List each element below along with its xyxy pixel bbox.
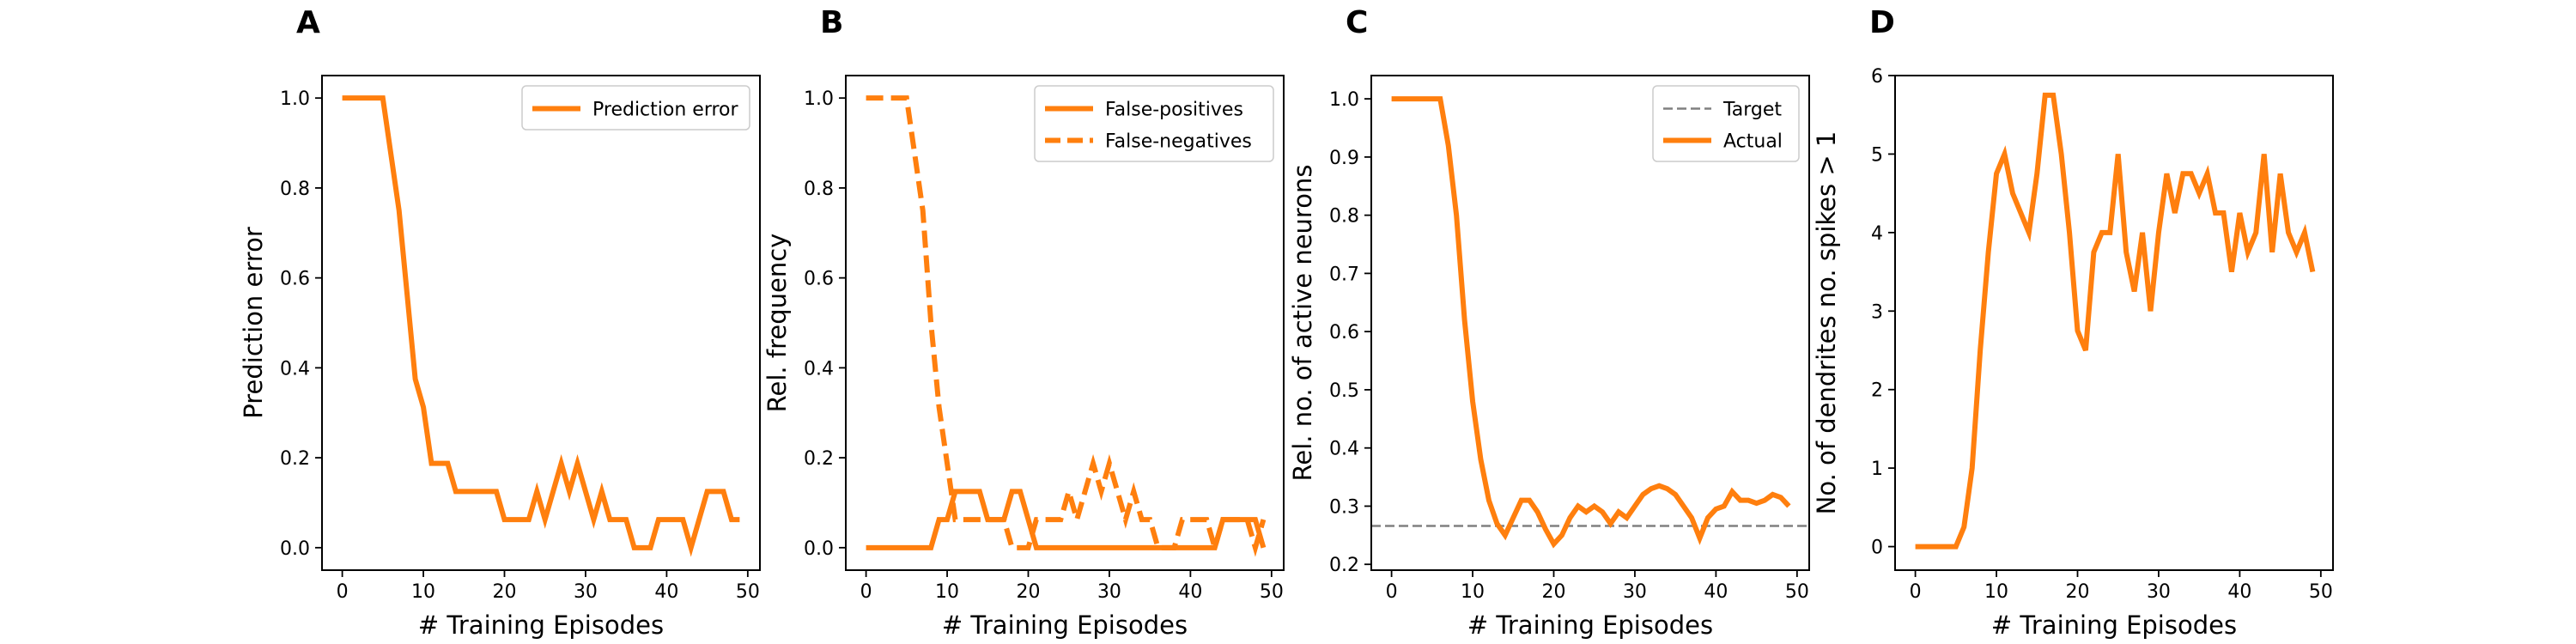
panel-d-letter: D bbox=[1869, 5, 1895, 40]
panel-a-series-prediction-error bbox=[342, 95, 740, 557]
panel-d-ytick-label: 1 bbox=[1871, 459, 1883, 480]
panel-a-letter: A bbox=[296, 5, 320, 40]
panel-a-xtick-label: 50 bbox=[736, 581, 760, 603]
panel-d-ytick-label: 2 bbox=[1871, 380, 1883, 402]
panel-b-xtick-label: 10 bbox=[935, 581, 959, 603]
panel-c-letter: C bbox=[1346, 5, 1368, 40]
panel-b-ytick-label: 0.0 bbox=[804, 538, 834, 560]
panel-a-ytick-label: 0.8 bbox=[280, 179, 310, 200]
panel-a-ytick-label: 0.6 bbox=[280, 269, 310, 290]
panel-a-xtick-label: 20 bbox=[493, 581, 517, 603]
panel-a-xtick-label: 40 bbox=[654, 581, 678, 603]
panel-d-ytick-label: 0 bbox=[1871, 538, 1883, 559]
panel-c-ytick-label: 0.6 bbox=[1329, 322, 1359, 343]
panel-b-series-false-positives bbox=[866, 489, 1267, 550]
panel-c-xtick-label: 30 bbox=[1623, 581, 1647, 603]
panel-a-xtick-label: 0 bbox=[337, 581, 349, 603]
panel-a-ytick-label: 0.0 bbox=[280, 538, 310, 560]
panel-c-xtick-label: 0 bbox=[1386, 581, 1398, 603]
panel-b-ytick-label: 0.6 bbox=[804, 269, 834, 290]
panel-a-xtick-label: 10 bbox=[411, 581, 435, 603]
panel-d-ytick-label: 6 bbox=[1871, 66, 1883, 88]
panel-d-ytick-label: 5 bbox=[1871, 144, 1883, 166]
panel-d-ytick-label: 3 bbox=[1871, 301, 1883, 323]
panel-c-ytick-label: 0.5 bbox=[1329, 380, 1359, 402]
panel-d-xtick-label: 40 bbox=[2227, 581, 2251, 603]
panel-b-xtick-label: 50 bbox=[1260, 581, 1284, 603]
panel-a-legend-box bbox=[521, 85, 750, 131]
panel-b-legend-box bbox=[1034, 85, 1274, 162]
panel-c-xtick-label: 20 bbox=[1542, 581, 1566, 603]
panel-c-axes-frame bbox=[1370, 75, 1810, 571]
panel-c-ytick-label: 0.3 bbox=[1329, 496, 1359, 518]
panel-d-xtick-label: 10 bbox=[1984, 581, 2008, 603]
panel-b-legend-label: False-positives bbox=[1105, 100, 1243, 121]
panel-b-xtick-label: 40 bbox=[1178, 581, 1202, 603]
panel-d-ylabel: No. of dendrites no. spikes > 1 bbox=[1812, 131, 1841, 515]
panel-d: D 0 10 20 30 40 50 0 1 2 3 4 5 6 # Training Episodes No… bbox=[1812, 5, 2334, 640]
panel-b-ylabel: Rel. frequency bbox=[762, 234, 792, 413]
panel-c-xlabel: # Training Episodes bbox=[1467, 611, 1713, 640]
panel-c-ytick-label: 0.4 bbox=[1329, 439, 1359, 460]
panel-c-legend-label: Actual bbox=[1723, 131, 1783, 153]
panel-c-series-actual bbox=[1391, 96, 1791, 549]
panel-b-xtick-label: 0 bbox=[860, 581, 872, 603]
panel-d-xlabel: # Training Episodes bbox=[1991, 611, 2237, 640]
panel-c-xtick-label: 50 bbox=[1785, 581, 1809, 603]
panel-c-ytick-label: 0.2 bbox=[1329, 555, 1359, 576]
panel-d-xtick-label: 0 bbox=[1910, 581, 1922, 603]
panel-a-ylabel: Prediction error bbox=[239, 227, 268, 419]
panel-c-ytick-label: 0.8 bbox=[1329, 206, 1359, 228]
panel-b-xtick-label: 20 bbox=[1017, 581, 1041, 603]
panel-c-ytick-label: 1.0 bbox=[1329, 89, 1359, 111]
panel-a-xtick-label: 30 bbox=[574, 581, 598, 603]
panel-b-xlabel: # Training Episodes bbox=[942, 611, 1188, 640]
panel-d-ytick-label: 4 bbox=[1871, 223, 1883, 245]
panel-d-xtick-label: 50 bbox=[2309, 581, 2333, 603]
panel-c-ytick-label: 0.7 bbox=[1329, 264, 1359, 285]
panel-c: C 0 10 20 30 40 50 0.2 0.3 0.4 0.5 0.6 0.7 0.8 0.9 1.0 #… bbox=[1288, 5, 1810, 640]
panel-d-series-dendrites bbox=[1915, 92, 2316, 550]
panel-b-axes-frame bbox=[845, 75, 1285, 571]
panel-b-ytick-label: 1.0 bbox=[804, 88, 834, 110]
panel-b-series-false-negatives bbox=[866, 95, 1267, 557]
panel-d-xtick-label: 20 bbox=[2066, 581, 2090, 603]
panel-b-xtick-label: 30 bbox=[1097, 581, 1121, 603]
panel-c-xtick-label: 10 bbox=[1461, 581, 1485, 603]
panel-c-legend-label: Target bbox=[1722, 100, 1782, 121]
panel-c-ylabel: Rel. no. of active neurons bbox=[1288, 165, 1317, 482]
panel-a-axes-frame bbox=[321, 75, 761, 571]
panel-a-xlabel: # Training Episodes bbox=[418, 611, 664, 640]
panel-b-ytick-label: 0.8 bbox=[804, 179, 834, 200]
panel-b: B 0 10 20 30 40 50 0.0 0.2 0.4 0.6 0.8 1.0 # Training… bbox=[762, 5, 1285, 640]
panel-c-xtick-label: 40 bbox=[1704, 581, 1728, 603]
panel-d-axes-frame bbox=[1894, 75, 2334, 571]
panel-b-legend-label: False-negatives bbox=[1105, 131, 1252, 153]
panel-c-ytick-label: 0.9 bbox=[1329, 148, 1359, 169]
panel-b-letter: B bbox=[820, 5, 843, 40]
panel-b-ytick-label: 0.2 bbox=[804, 448, 834, 470]
panel-a-ytick-label: 0.4 bbox=[280, 358, 310, 380]
panel-b-ytick-label: 0.4 bbox=[804, 358, 834, 380]
panel-d-xtick-label: 30 bbox=[2147, 581, 2171, 603]
panel-a: A 0 10 20 30 40 50 0.0 0.2 0.4 0.6 0.8 1.0 # Training… bbox=[239, 5, 761, 640]
panel-a-ytick-label: 0.2 bbox=[280, 448, 310, 470]
panel-a-ytick-label: 1.0 bbox=[280, 88, 310, 110]
panel-a-legend-label: Prediction error bbox=[592, 100, 738, 121]
